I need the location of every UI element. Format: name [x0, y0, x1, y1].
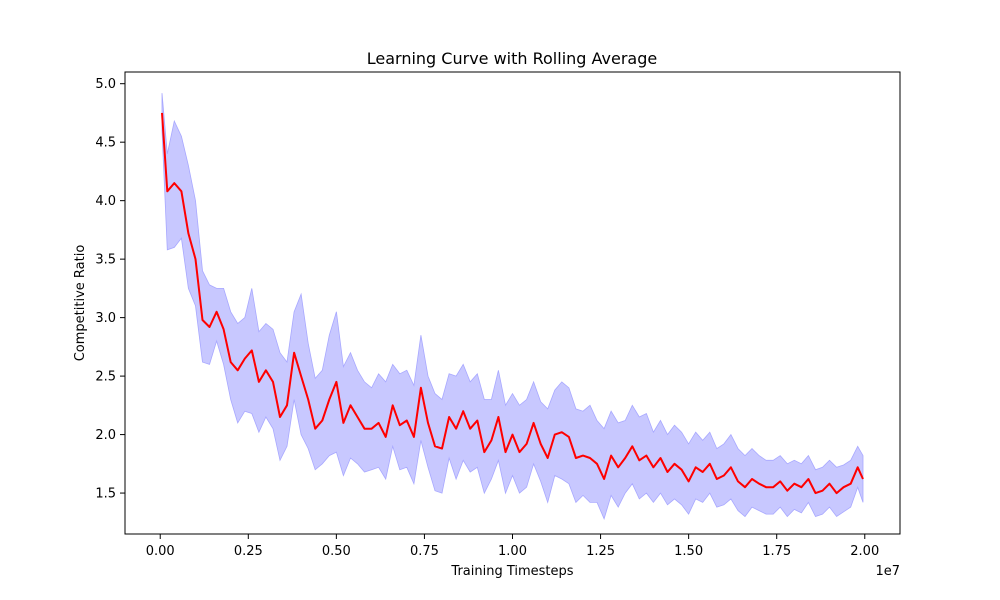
y-tick-label: 3.5	[95, 253, 116, 268]
x-tick-label: 1.25	[586, 544, 615, 559]
rolling-mean-line	[161, 112, 864, 495]
y-axis-ticks: 1.5 2.0 2.5 3.0 3.5 4.0 4.5 5.0	[95, 77, 125, 502]
y-tick-label: 4.0	[95, 194, 116, 209]
x-tick-label: 2.00	[850, 544, 879, 559]
y-tick-label: 5.0	[95, 77, 116, 92]
y-tick-label: 3.0	[95, 311, 116, 326]
x-axis-offset-label: 1e7	[875, 564, 900, 579]
x-tick-label: 0.50	[322, 544, 351, 559]
x-tick-label: 0.00	[146, 544, 175, 559]
chart-title: Learning Curve with Rolling Average	[367, 49, 657, 68]
y-axis-label: Competitive Ratio	[73, 245, 88, 362]
x-axis-label: Training Timesteps	[450, 564, 573, 579]
rolling-std-band	[161, 93, 864, 520]
x-tick-label: 0.75	[410, 544, 439, 559]
y-tick-label: 2.0	[95, 428, 116, 443]
plot-area	[161, 93, 864, 520]
y-tick-label: 4.5	[95, 136, 116, 151]
x-tick-label: 1.00	[498, 544, 527, 559]
y-tick-label: 2.5	[95, 370, 116, 385]
x-tick-label: 1.75	[762, 544, 791, 559]
x-axis-ticks: 0.00 0.25 0.50 0.75 1.00 1.25 1.50 1.75 2.00	[146, 534, 879, 559]
x-tick-label: 1.50	[674, 544, 703, 559]
y-tick-label: 1.5	[95, 487, 116, 502]
x-tick-label: 0.25	[234, 544, 263, 559]
